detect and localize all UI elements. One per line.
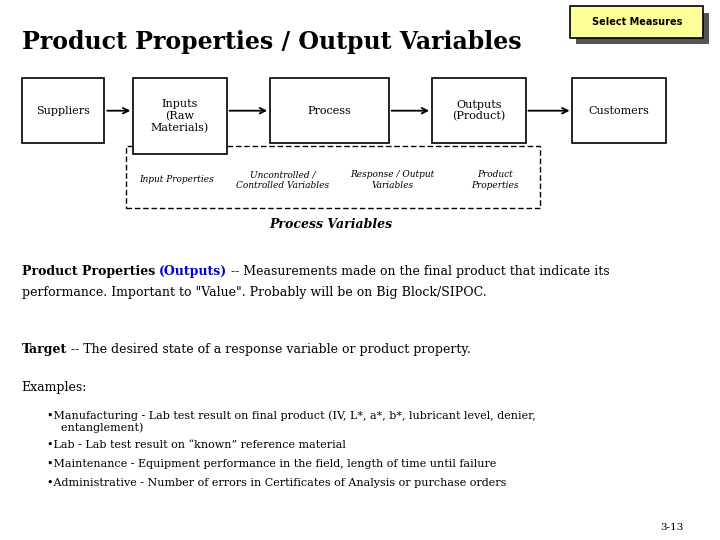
Bar [133,78,227,154]
Bar [576,13,709,44]
Text: Process Variables: Process Variables [269,218,393,231]
Text: Examples:: Examples: [22,381,87,394]
Text: -- The desired state of a response variable or product property.: -- The desired state of a response varia… [67,343,471,356]
Text: -- Measurements made on the final product that indicate its: -- Measurements made on the final produc… [228,265,610,278]
Text: Outputs
(Product): Outputs (Product) [452,100,505,122]
Text: Product Properties / Output Variables: Product Properties / Output Variables [22,30,521,53]
Text: Response / Output
Variables: Response / Output Variables [350,170,435,190]
Text: •Administrative - Number of errors in Certificates of Analysis or purchase order: •Administrative - Number of errors in Ce… [47,478,506,488]
Text: performance. Important to "Value". Probably will be on Big Block/SIPOC.: performance. Important to "Value". Proba… [22,286,486,299]
Text: Target: Target [22,343,67,356]
Text: •Manufacturing - Lab test result on final product (IV, L*, a*, b*, lubricant lev: •Manufacturing - Lab test result on fina… [47,410,536,433]
Text: Select Measures: Select Measures [592,17,682,27]
Text: (Outputs): (Outputs) [159,265,228,278]
Text: Input Properties: Input Properties [139,176,214,184]
Text: Product Properties: Product Properties [22,265,159,278]
Bar [572,78,666,143]
Bar [570,6,703,38]
Text: Process: Process [307,106,351,116]
Text: Customers: Customers [589,106,649,116]
Text: Inputs
(Raw
Materials): Inputs (Raw Materials) [151,99,209,133]
Text: Suppliers: Suppliers [36,106,90,116]
Bar [22,78,104,143]
Text: 3-13: 3-13 [661,523,684,532]
Text: Product
Properties: Product Properties [472,170,519,190]
Bar [270,78,389,143]
Bar [432,78,526,143]
Text: •Lab - Lab test result on “known” reference material: •Lab - Lab test result on “known” refere… [47,440,346,450]
Text: •Maintenance - Equipment performance in the field, length of time until failure: •Maintenance - Equipment performance in … [47,459,496,469]
Bar [126,146,540,208]
Text: Uncontrolled /
Controlled Variables: Uncontrolled / Controlled Variables [236,170,330,190]
